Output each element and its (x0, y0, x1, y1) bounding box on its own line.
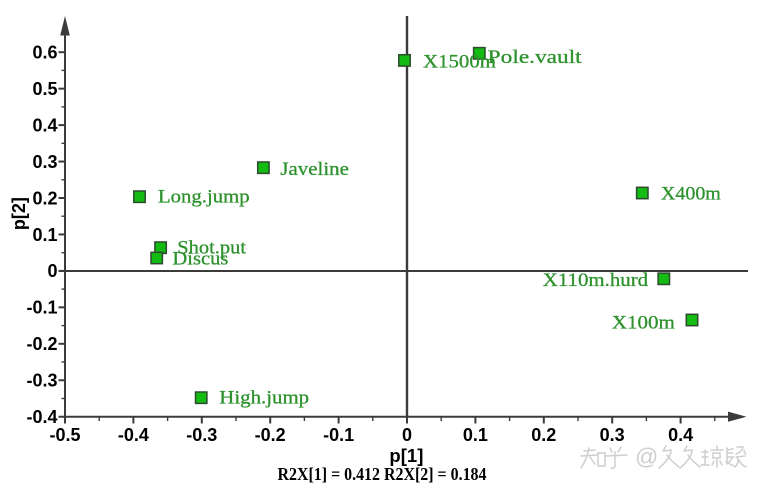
svg-text:-0.1: -0.1 (26, 298, 57, 318)
svg-text:-0.3: -0.3 (26, 371, 57, 391)
svg-text:0.2: 0.2 (32, 188, 57, 208)
svg-text:0.5: 0.5 (32, 79, 57, 99)
svg-text:-0.4: -0.4 (118, 425, 149, 445)
svg-text:-0.3: -0.3 (186, 425, 217, 445)
svg-text:X400m: X400m (661, 184, 721, 205)
svg-text:0.1: 0.1 (32, 225, 57, 245)
svg-text:Discus: Discus (172, 248, 228, 269)
svg-text:0.3: 0.3 (600, 425, 625, 445)
svg-text:-0.1: -0.1 (323, 425, 354, 445)
svg-text:Long.jump: Long.jump (158, 186, 250, 207)
svg-text:0.3: 0.3 (32, 152, 57, 172)
svg-text:0: 0 (47, 261, 57, 281)
svg-text:0.4: 0.4 (32, 115, 57, 135)
svg-text:R2X[1] = 0.412 R2X[2] = 0.184: R2X[1] = 0.412 R2X[2] = 0.184 (278, 464, 487, 484)
svg-text:@: @ (635, 444, 658, 470)
svg-text:X1500m: X1500m (423, 51, 496, 72)
svg-text:-0.2: -0.2 (26, 334, 57, 354)
svg-text:Pole.vault: Pole.vault (488, 47, 583, 68)
svg-text:X110m.hurd: X110m.hurd (543, 270, 649, 291)
svg-text:0.6: 0.6 (32, 43, 57, 63)
svg-text:X100m: X100m (612, 313, 675, 334)
svg-text:-0.4: -0.4 (26, 407, 57, 427)
svg-text:-0.5: -0.5 (49, 425, 80, 445)
svg-text:0.2: 0.2 (531, 425, 556, 445)
svg-text:High.jump: High.jump (219, 387, 309, 408)
svg-text:-0.2: -0.2 (255, 425, 286, 445)
svg-text:p[1]: p[1] (389, 446, 423, 466)
svg-text:0: 0 (402, 425, 412, 445)
svg-text:Shot.put: Shot.put (177, 238, 246, 259)
svg-text:0.4: 0.4 (668, 425, 693, 445)
svg-text:p[2]: p[2] (9, 197, 29, 230)
svg-text:Javeline: Javeline (280, 159, 349, 180)
svg-text:0.1: 0.1 (463, 425, 488, 445)
